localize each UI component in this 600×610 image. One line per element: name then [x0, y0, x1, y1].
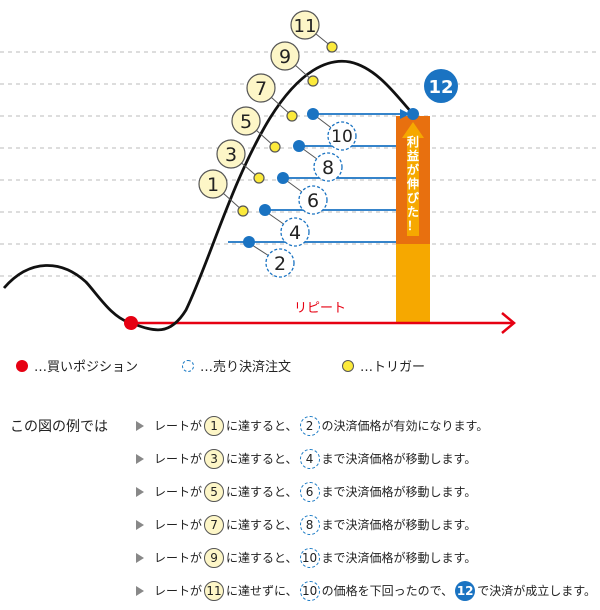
- trigger-number: 7: [204, 514, 225, 535]
- legend-buy-label: …買いポジション: [34, 360, 139, 375]
- yellow-dot-icon: [342, 359, 354, 372]
- profit-bar-lower: [396, 244, 430, 324]
- step-text: まで決済価格が移動します。: [321, 551, 477, 565]
- trigger-number: 5: [204, 481, 225, 502]
- trigger-dots: [237, 41, 338, 217]
- repeat-arrowhead: [501, 312, 516, 334]
- order-badge-2: 2: [265, 248, 295, 278]
- legend: …買いポジション …売り決済注文 …トリガー: [10, 356, 600, 376]
- svg-text:1: 1: [207, 174, 219, 196]
- step-row: レートが 5 に達すると、 6 まで決済価格が移動します。: [136, 478, 596, 505]
- triangle-bullet-icon: [136, 486, 144, 497]
- profit-bar-arrow-shaft: [407, 138, 419, 236]
- legend-trigger-label: …トリガー: [360, 360, 426, 375]
- price-curve: [2, 59, 415, 332]
- triangle-bullet-icon: [136, 453, 144, 464]
- order-number: 10: [299, 547, 320, 568]
- step-text: に達せずに、: [226, 584, 298, 598]
- order-badge-6: 6: [298, 185, 328, 215]
- order-line-arrowhead: [400, 109, 410, 119]
- repeat-label: リピート: [294, 301, 346, 316]
- step-text: に達すると、: [226, 518, 298, 532]
- svg-text:8: 8: [322, 157, 334, 179]
- step-text: まで決済価格が移動します。: [321, 452, 477, 466]
- step-text: まで決済価格が移動します。: [321, 485, 477, 499]
- svg-text:3: 3: [225, 144, 237, 166]
- step-text: に達すると、: [226, 485, 298, 499]
- final-step-row: レートが 11 に達せずに、 10 の価格を下回ったので、 12 で決済が成立し…: [136, 577, 596, 604]
- step-row: レートが 3 に達すると、 4 まで決済価格が移動します。: [136, 445, 596, 472]
- trigger-number: 11: [204, 580, 225, 601]
- step-text: レートが: [154, 485, 203, 499]
- step-text: に達すると、: [226, 419, 298, 433]
- step-text: の決済価格が有効になります。: [321, 419, 489, 433]
- step-text: に達すると、: [226, 551, 298, 565]
- trigger-badge-7: 7: [246, 73, 276, 103]
- buy-position-dot: [124, 316, 138, 330]
- svg-text:2: 2: [274, 253, 286, 275]
- svg-text:9: 9: [279, 46, 291, 68]
- settlement-badge-12: 12: [424, 69, 458, 103]
- step-text: レートが: [154, 452, 203, 466]
- step-text: で決済が成立します。: [477, 584, 596, 598]
- settlement-number: 12: [455, 580, 476, 601]
- price-level-gridlines: [0, 51, 600, 277]
- legend-buy-position: …買いポジション: [16, 356, 138, 375]
- trigger-number: 3: [204, 448, 225, 469]
- svg-text:4: 4: [289, 222, 301, 244]
- order-number: 4: [299, 448, 320, 469]
- svg-text:11: 11: [294, 16, 317, 37]
- trailing-stop-diagram: 利益が伸びた！ リピート: [0, 10, 600, 334]
- trigger-badge-5: 5: [231, 106, 261, 136]
- order-badge-4: 4: [280, 217, 310, 247]
- step-text: レートが: [154, 551, 203, 565]
- trigger-badge-11: 11: [290, 10, 320, 40]
- trigger-badge-3: 3: [216, 139, 246, 169]
- trigger-number: 1: [204, 415, 225, 436]
- profit-bar-arrowhead: [402, 122, 424, 138]
- step-text: レートが: [154, 584, 203, 598]
- order-badge-8: 8: [313, 152, 343, 182]
- triangle-bullet-icon: [136, 420, 144, 431]
- steps-list: レートが 1 に達すると、 2 の決済価格が有効になります。 レートが 3 に達…: [136, 412, 596, 610]
- example-heading: この図の例では: [10, 419, 108, 435]
- order-dots: [243, 108, 419, 248]
- svg-text:6: 6: [307, 190, 319, 212]
- dashed-circle-icon: [182, 359, 194, 372]
- step-text: まで決済価格が移動します。: [321, 518, 477, 532]
- triangle-bullet-icon: [136, 552, 144, 563]
- step-text: の価格を下回ったので、: [321, 584, 454, 598]
- red-dot-icon: [16, 359, 28, 372]
- trigger-badge-9: 9: [270, 41, 300, 71]
- trigger-badge-1: 1: [198, 169, 228, 199]
- order-number: 10: [299, 580, 320, 601]
- legend-trigger: …トリガー: [342, 356, 425, 375]
- step-text: レートが: [154, 419, 203, 433]
- svg-text:7: 7: [255, 78, 267, 100]
- step-text: レートが: [154, 518, 203, 532]
- legend-sell-order: …売り決済注文: [182, 356, 291, 375]
- triangle-bullet-icon: [136, 585, 144, 596]
- svg-text:5: 5: [240, 111, 252, 133]
- order-badge-10: 10: [327, 121, 357, 151]
- legend-sell-label: …売り決済注文: [200, 360, 292, 375]
- svg-text:10: 10: [331, 127, 353, 147]
- step-row: レートが 1 に達すると、 2 の決済価格が有効になります。: [136, 412, 596, 439]
- triangle-bullet-icon: [136, 519, 144, 530]
- trigger-number: 9: [204, 547, 225, 568]
- svg-text:12: 12: [428, 77, 453, 98]
- order-number: 8: [299, 514, 320, 535]
- order-number: 6: [299, 481, 320, 502]
- step-row: レートが 7 に達すると、 8 まで決済価格が移動します。: [136, 511, 596, 538]
- order-number: 2: [299, 415, 320, 436]
- step-text: に達すると、: [226, 452, 298, 466]
- profit-label: 利益が伸びた！: [406, 134, 420, 233]
- step-row: レートが 9 に達すると、 10 まで決済価格が移動します。: [136, 544, 596, 571]
